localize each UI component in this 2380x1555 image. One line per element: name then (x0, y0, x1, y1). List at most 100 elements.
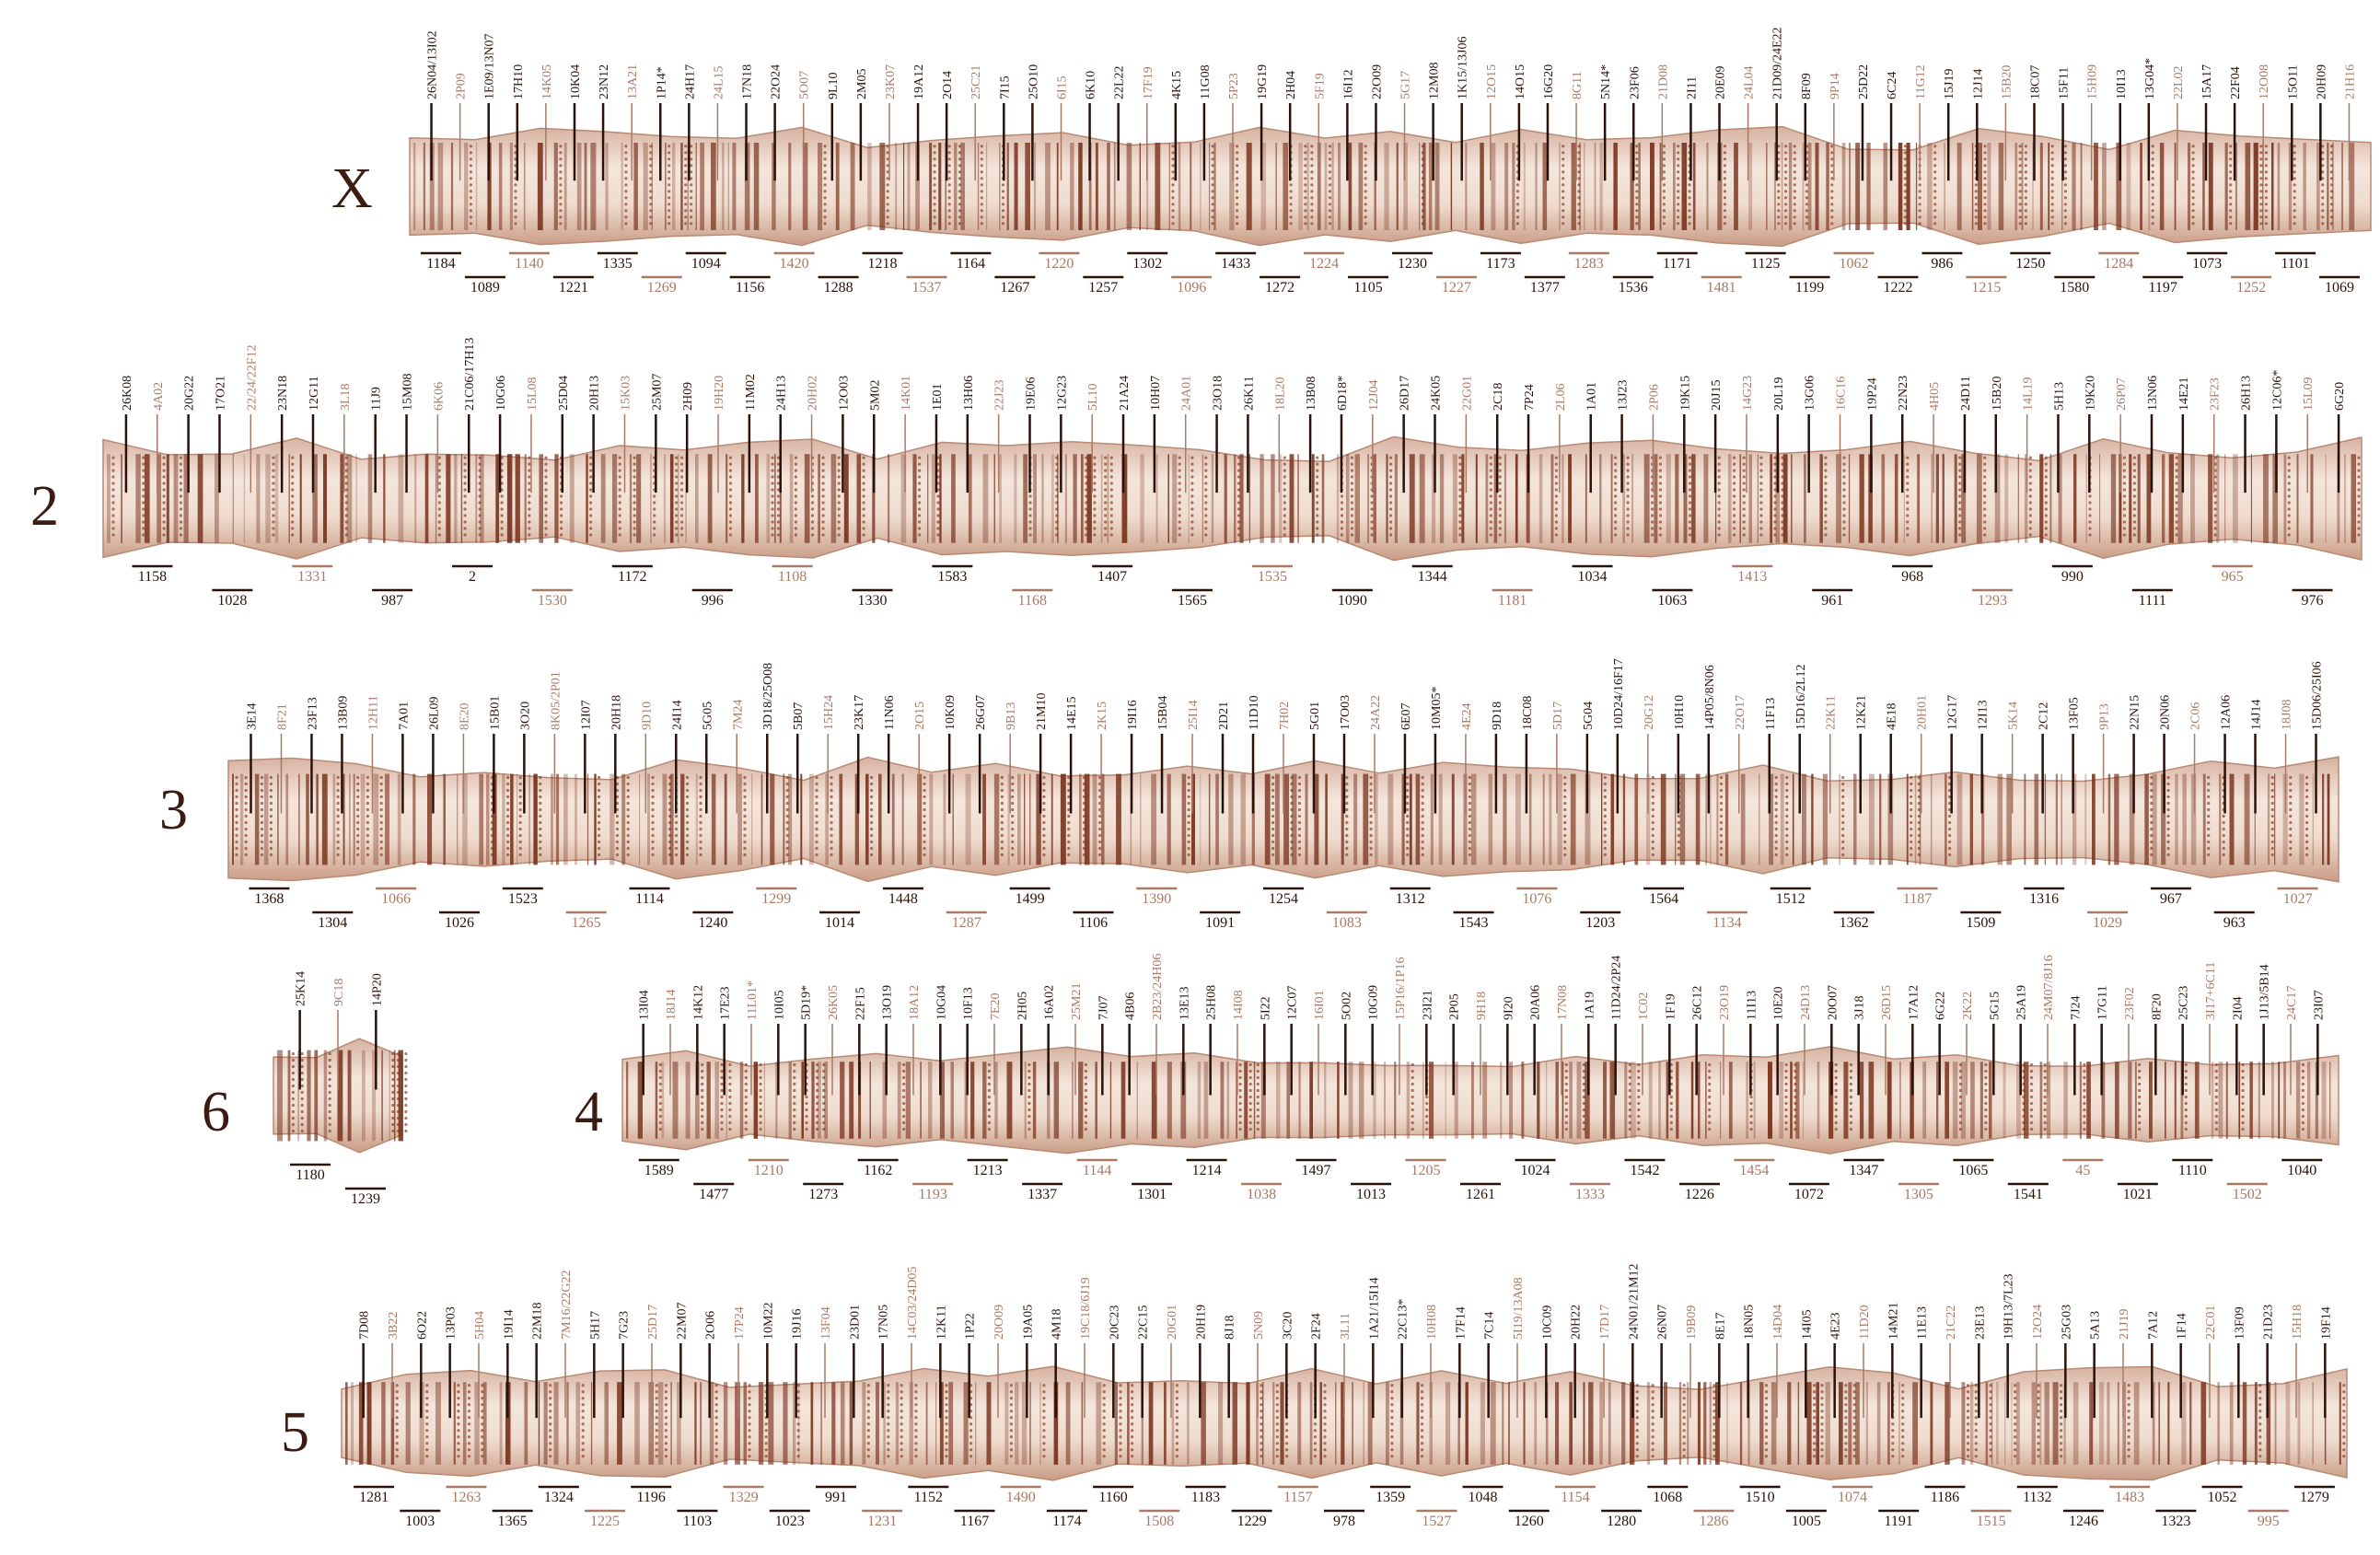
band-dot (1316, 501, 1318, 504)
band-dot (811, 520, 814, 523)
band-dot (1637, 1115, 1640, 1118)
band (1298, 454, 1299, 543)
band-dot (1627, 514, 1630, 516)
band-dot (1425, 1115, 1428, 1118)
band-dot (1635, 222, 1638, 225)
band-dot (2305, 828, 2308, 830)
band-dot (1110, 482, 1113, 484)
band-dot (830, 783, 832, 785)
band (563, 774, 568, 865)
band-dot (1304, 157, 1306, 160)
band (554, 143, 558, 230)
chromosome-body (273, 1039, 408, 1153)
band (1898, 143, 1903, 230)
band-dot (1422, 834, 1424, 837)
band-dot (1119, 1455, 1121, 1457)
band-dot (1110, 475, 1113, 478)
band-dot (1093, 475, 1096, 478)
band-label: 8F21 (275, 703, 289, 730)
band-dot (1371, 520, 1374, 523)
band-dot (464, 533, 467, 536)
band-dot (582, 1403, 585, 1406)
band (2086, 454, 2088, 543)
band-dot (1411, 1096, 1414, 1098)
band-dot (514, 209, 517, 212)
band (1227, 1062, 1230, 1139)
band-dot (1842, 482, 1845, 484)
band-label: 25O10 (1027, 64, 1040, 99)
band-dot (627, 853, 630, 856)
band (987, 1382, 992, 1465)
band-dot (1104, 507, 1107, 510)
band-dot (272, 457, 274, 459)
band-dot (1743, 457, 1746, 459)
band-label: 12J04 (1367, 380, 1381, 411)
band-dot (1103, 1384, 1106, 1387)
band-dot (729, 475, 732, 478)
band-dot (301, 1059, 304, 1062)
band-dot (1304, 164, 1306, 167)
chromosome-name: 5 (281, 1401, 309, 1464)
band-dot (1389, 527, 1392, 529)
band-dot (624, 190, 627, 192)
band-dot (1329, 151, 1331, 154)
band-dot (2029, 494, 2032, 497)
band (1085, 774, 1090, 865)
band (870, 1062, 872, 1139)
band-dot (1743, 488, 1746, 491)
band-dot (1775, 815, 1778, 818)
band-dot (1777, 222, 1780, 225)
band-dot (1824, 507, 1827, 510)
band-dot (1204, 488, 1207, 491)
band-dot (329, 1117, 331, 1120)
band-dot (261, 789, 263, 792)
band-dot (1364, 215, 1367, 218)
band-dot (1085, 1108, 1087, 1111)
band (1980, 1062, 1983, 1139)
band-dot (261, 802, 263, 805)
band-dot (690, 215, 692, 218)
band (454, 454, 457, 543)
segment-label: 1481 (1707, 280, 1736, 296)
band (500, 1382, 503, 1465)
band-dot (699, 841, 702, 843)
band-dot (380, 808, 383, 811)
band-dot (2133, 533, 2136, 536)
band-dot (549, 1429, 551, 1432)
band-dot (1830, 177, 1833, 180)
band-dot (765, 1435, 768, 1438)
band-dot (2302, 1089, 2305, 1092)
band-dot (2271, 808, 2274, 811)
segment-label: 1565 (1178, 593, 1207, 609)
band-dot (337, 802, 340, 805)
band (1585, 454, 1587, 543)
band (2003, 1062, 2006, 1139)
band-dot (1743, 527, 1746, 529)
band-dot (743, 834, 746, 837)
band-dot (1910, 783, 1912, 785)
band-dot (291, 463, 294, 466)
band-dot (1188, 834, 1190, 837)
band (398, 774, 401, 865)
band-dot (2265, 164, 2268, 167)
band-dot (2083, 1108, 2085, 1111)
band-dot (627, 847, 630, 850)
band-dot (380, 815, 383, 818)
band-dot (2242, 1070, 2245, 1073)
band-dot (1204, 507, 1207, 510)
band-dot (1190, 457, 1193, 459)
band (215, 454, 219, 543)
band-dot (1010, 1448, 1013, 1451)
band-label: 1P14* (655, 66, 668, 99)
band-dot (2123, 520, 2126, 523)
band-dot (720, 1121, 723, 1124)
band (1246, 1382, 1249, 1465)
band (929, 774, 933, 865)
band-dot (1659, 463, 1662, 466)
band-dot (720, 1089, 723, 1092)
band-dot (1910, 841, 1912, 843)
band-dot (1614, 514, 1617, 516)
band-label: 7M24 (731, 700, 745, 730)
band-dot (270, 821, 273, 824)
band-dot (1110, 501, 1113, 504)
